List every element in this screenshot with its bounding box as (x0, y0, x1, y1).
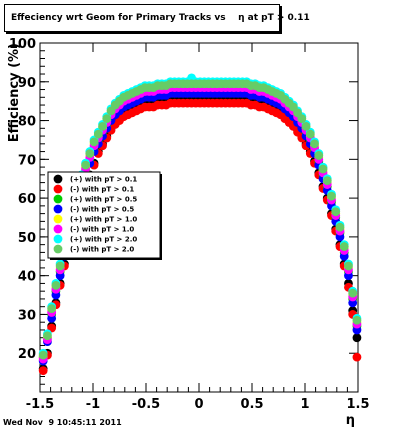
data-point (93, 129, 103, 139)
legend-box (47, 171, 161, 259)
data-point (352, 315, 362, 325)
legend-marker (53, 174, 63, 184)
legend-label: (-) with pT > 2.0 (70, 246, 134, 254)
chart-title: Effeciency wrt Geom for Primary Tracks v… (4, 4, 310, 32)
legend-marker (53, 184, 63, 194)
data-point (301, 121, 311, 131)
data-point (102, 114, 112, 124)
timestamp: Wed Nov 9 10:45:11 2011 (3, 418, 122, 427)
y-tick-label: 30 (18, 308, 36, 323)
data-point (335, 222, 345, 232)
legend-entry: (-) with pT > 2.0 (53, 244, 134, 254)
data-point (344, 261, 353, 271)
data-point (297, 114, 307, 124)
x-axis-label: η (346, 413, 355, 428)
data-point (38, 366, 48, 376)
data-point (81, 160, 90, 170)
axis-ticks: 20 30 40 50 60 70 80 90 100 -1.5 -1 -0.5 0 0.5 1 1.5 (9, 37, 370, 412)
legend-marker (53, 194, 63, 204)
data-point (38, 350, 48, 360)
legend-label: (+) with pT > 0.5 (70, 196, 137, 204)
data-point (89, 137, 99, 147)
data-point (305, 129, 315, 139)
series-8 (38, 79, 362, 360)
x-tick-label: 1.5 (346, 397, 369, 412)
legend-entry: (-) with pT > 0.5 (53, 204, 134, 214)
legend-label: (+) with pT > 0.1 (70, 176, 137, 184)
axis-labels: η Efficiency (%) (7, 43, 355, 428)
data-point (43, 331, 52, 341)
legend-entry: (-) with pT > 0.1 (53, 184, 134, 194)
y-tick-label: 40 (18, 270, 36, 285)
y-tick-label: 50 (18, 231, 36, 246)
data-point (352, 352, 362, 362)
legend-entry: (+) with pT > 0.5 (53, 194, 137, 204)
data-point (352, 333, 362, 343)
y-tick-label: 60 (18, 192, 36, 207)
legend-label: (-) with pT > 1.0 (70, 226, 134, 234)
x-tick-label: -0.5 (132, 397, 160, 412)
x-tick-label: 1 (300, 397, 309, 412)
legend-entry: (+) with pT > 2.0 (53, 234, 137, 244)
data-point (348, 288, 358, 298)
legend-entry: (+) with pT > 1.0 (53, 214, 137, 224)
data-point (51, 280, 61, 290)
data-point (85, 149, 95, 158)
legend-entry: (-) with pT > 1.0 (53, 224, 134, 234)
y-axis-label: Efficiency (%) (7, 43, 22, 142)
x-tick-label: 0 (194, 397, 203, 412)
data-point (318, 164, 328, 174)
legend-marker (53, 224, 63, 234)
legend-marker (53, 214, 63, 224)
legend-label: (+) with pT > 1.0 (70, 216, 137, 224)
legend-label: (-) with pT > 0.1 (70, 186, 134, 194)
data-point (55, 261, 65, 271)
legend-label: (-) with pT > 0.5 (70, 206, 134, 214)
data-point (331, 207, 341, 217)
y-tick-label: 20 (18, 347, 36, 362)
legend-marker (53, 204, 63, 214)
data-point (47, 304, 57, 314)
data-point (314, 151, 324, 160)
x-tick-label: 0.5 (240, 397, 263, 412)
data-point (339, 242, 349, 251)
data-point (98, 121, 107, 131)
legend-marker (53, 234, 63, 244)
x-tick-label: -1 (86, 397, 100, 412)
data-point (322, 176, 332, 186)
legend-label: (+) with pT > 2.0 (70, 236, 137, 244)
legend: (+) with pT > 0.1 (-) with pT > 0.1 (+) wi… (47, 171, 162, 260)
x-tick-label: -1.5 (26, 397, 54, 412)
y-tick-label: 90 (18, 76, 36, 91)
y-tick-label: 70 (18, 153, 36, 168)
data-point (310, 139, 319, 149)
legend-marker (53, 244, 63, 254)
y-tick-label: 100 (9, 37, 36, 52)
y-tick-label: 80 (18, 115, 36, 130)
legend-entry: (+) with pT > 0.1 (53, 174, 137, 184)
data-point (327, 191, 336, 201)
